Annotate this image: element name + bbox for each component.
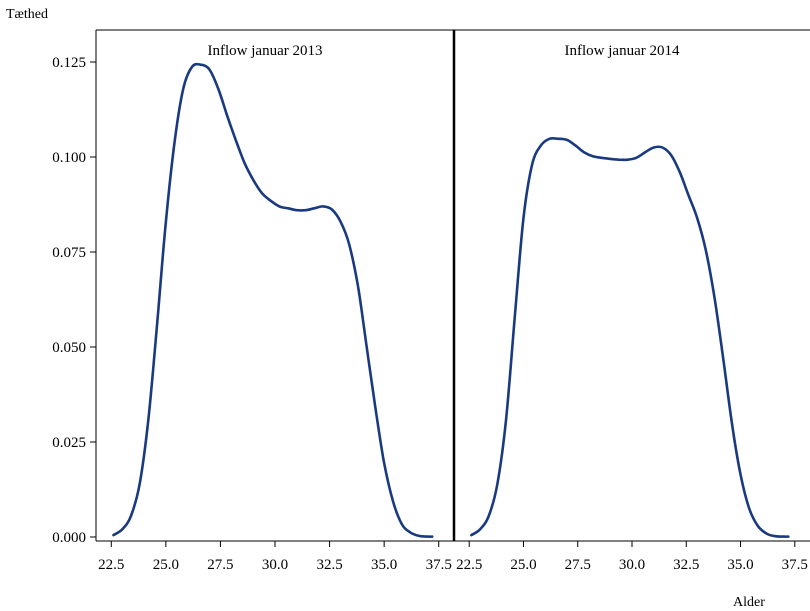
y-tick-label: 0.025 — [52, 435, 86, 451]
y-tick-label: 0.075 — [52, 245, 86, 261]
panel-title: Inflow januar 2013 — [208, 43, 323, 59]
x-tick-label: 32.5 — [316, 557, 342, 573]
x-tick-label: 22.5 — [98, 557, 124, 573]
density-line-2-1 — [470, 136, 790, 538]
y-tick-label: 0.050 — [52, 340, 86, 356]
panel-title: Inflow januar 2014 — [565, 43, 680, 59]
x-tick-label: 22.5 — [456, 557, 482, 573]
panel-1: Inflow januar 2013 22.5 25.0 27.5 30.0 32.5 35… — [52, 29, 454, 573]
x-tick-label: 35.0 — [371, 557, 397, 573]
density-line-1-1 — [112, 62, 434, 538]
x-tick-label: 30.0 — [619, 557, 645, 573]
x-tick-label: 25.0 — [153, 557, 179, 573]
x-tick-label: 35.0 — [727, 557, 753, 573]
y-tick-label: 0.125 — [52, 55, 86, 71]
x-tick-label: 37.5 — [426, 557, 452, 573]
panel-2: Inflow januar 2014 22.5 25.0 27.5 30.0 32.5 35… — [452, 29, 810, 573]
x-axis-label: Alder — [733, 595, 765, 610]
x-tick-label: 25.0 — [510, 557, 536, 573]
panels: Inflow januar 2013 22.5 25.0 27.5 30.0 32.5 35… — [52, 29, 810, 573]
y-tick-label: 0.100 — [52, 150, 86, 166]
y-axis-label: Tæthed — [6, 7, 48, 22]
y-tick-label: 0.000 — [52, 530, 86, 546]
x-tick-label: 27.5 — [207, 557, 233, 573]
x-tick-label: 37.5 — [782, 557, 808, 573]
x-tick-label: 27.5 — [565, 557, 591, 573]
x-tick-label: 32.5 — [673, 557, 699, 573]
x-tick-label: 30.0 — [262, 557, 288, 573]
